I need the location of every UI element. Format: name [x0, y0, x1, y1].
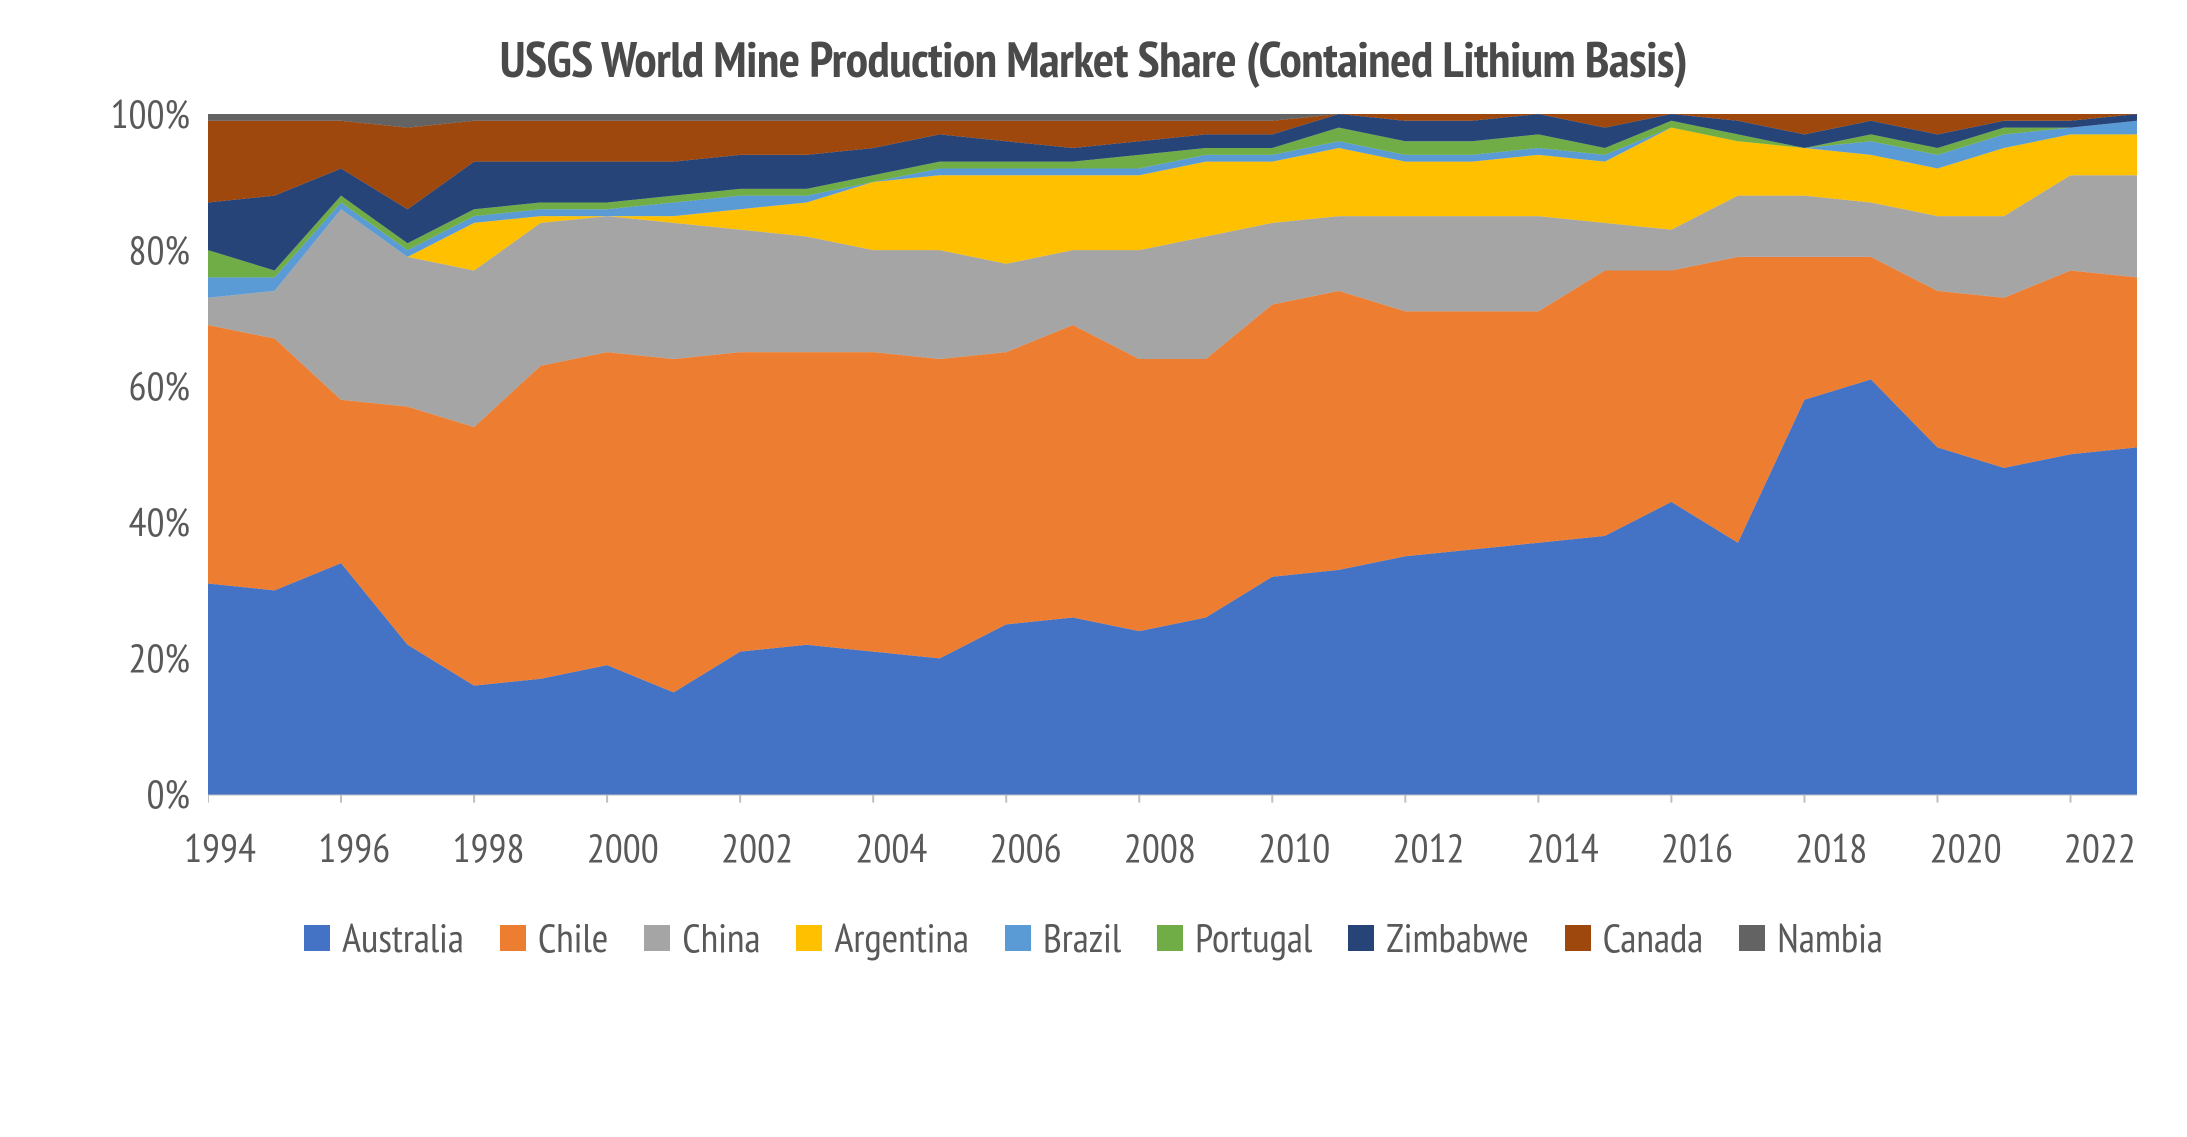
- y-tick-label: 80%: [129, 224, 190, 276]
- legend-label: China: [682, 912, 760, 964]
- legend-swatch: [304, 925, 330, 951]
- x-tick-label: 1998: [453, 822, 525, 874]
- x-axis: 1994 1996 1998 2000 2002 2004 2006 2008 2010 2012…: [50, 822, 2137, 874]
- legend-label: Canada: [1603, 912, 1704, 964]
- legend-item-chile: Chile: [500, 912, 608, 964]
- x-tick-label: 1994: [184, 822, 256, 874]
- x-tick-label: 2016: [1661, 822, 1733, 874]
- legend-label: Brazil: [1043, 912, 1121, 964]
- plot-row: 100%80%60%40%20%0%: [50, 114, 2137, 804]
- legend-item-brazil: Brazil: [1005, 912, 1121, 964]
- legend-label: Zimbabwe: [1386, 912, 1528, 964]
- legend-swatch: [644, 925, 670, 951]
- legend-swatch: [1005, 925, 1031, 951]
- x-tick-label: 2014: [1527, 822, 1599, 874]
- plot-area: [208, 114, 2137, 804]
- legend-item-portugal: Portugal: [1157, 912, 1312, 964]
- x-tick-label: 2022: [2064, 822, 2136, 874]
- legend-label: Chile: [538, 912, 608, 964]
- y-tick-label: 60%: [129, 360, 190, 412]
- x-tick-label: 2012: [1392, 822, 1464, 874]
- y-axis: 100%80%60%40%20%0%: [50, 114, 208, 794]
- y-tick-label: 20%: [129, 632, 190, 684]
- x-tick-label: 2018: [1795, 822, 1867, 874]
- x-axis-spacer: [50, 822, 190, 874]
- legend-label: Nambia: [1777, 912, 1883, 964]
- y-tick-label: 100%: [111, 88, 190, 140]
- x-axis-ticks: 1994199619982000200220042006200820102012…: [190, 822, 2137, 874]
- y-tick-label: 40%: [129, 496, 190, 548]
- legend-item-namibia: Nambia: [1739, 912, 1883, 964]
- x-tick-label: 2000: [587, 822, 659, 874]
- legend-item-china: China: [644, 912, 760, 964]
- x-tick-label: 2020: [1930, 822, 2002, 874]
- chart-container: USGS World Mine Production Market Share …: [0, 0, 2187, 1137]
- legend-label: Argentina: [834, 912, 968, 964]
- legend-swatch: [1348, 925, 1374, 951]
- legend-item-canada: Canada: [1565, 912, 1704, 964]
- x-tick-label: 2010: [1258, 822, 1330, 874]
- x-tick-label: 2004: [855, 822, 927, 874]
- chart-title: USGS World Mine Production Market Share …: [50, 30, 2137, 88]
- legend-item-australia: Australia: [304, 912, 464, 964]
- legend-swatch: [1157, 925, 1183, 951]
- x-tick-label: 2006: [990, 822, 1062, 874]
- legend-swatch: [500, 925, 526, 951]
- x-tick-label: 2002: [721, 822, 793, 874]
- legend: Australia Chile China Argentina Brazil Portug…: [50, 912, 2137, 964]
- stacked-area-svg: [208, 114, 2137, 804]
- legend-swatch: [1739, 925, 1765, 951]
- x-tick-label: 2008: [1124, 822, 1196, 874]
- legend-label: Portugal: [1195, 912, 1312, 964]
- x-tick-label: 1996: [318, 822, 390, 874]
- legend-swatch: [1565, 925, 1591, 951]
- legend-label: Australia: [342, 912, 464, 964]
- y-tick-label: 0%: [147, 768, 190, 820]
- legend-item-argentina: Argentina: [796, 912, 968, 964]
- legend-swatch: [796, 925, 822, 951]
- legend-item-zimbabwe: Zimbabwe: [1348, 912, 1528, 964]
